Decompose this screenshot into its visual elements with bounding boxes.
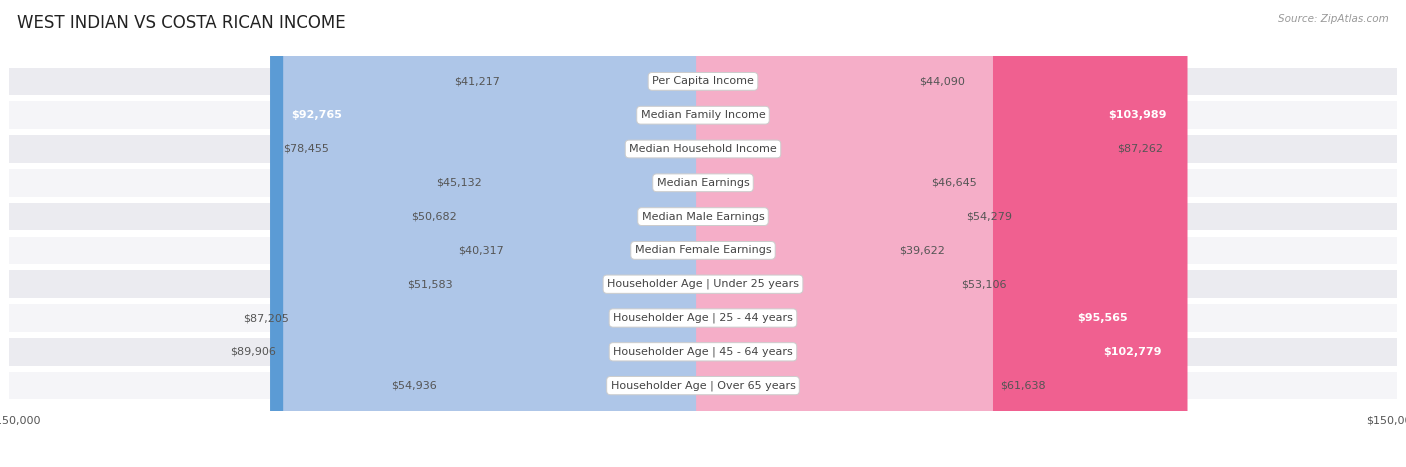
Text: $89,906: $89,906 bbox=[231, 347, 277, 357]
Text: $61,638: $61,638 bbox=[1000, 381, 1046, 390]
Text: Householder Age | Over 65 years: Householder Age | Over 65 years bbox=[610, 380, 796, 391]
FancyBboxPatch shape bbox=[506, 0, 710, 467]
Text: Median Earnings: Median Earnings bbox=[657, 178, 749, 188]
Bar bbox=[10, 203, 1396, 230]
FancyBboxPatch shape bbox=[295, 0, 710, 467]
Text: $45,132: $45,132 bbox=[436, 178, 482, 188]
FancyBboxPatch shape bbox=[696, 0, 924, 467]
FancyBboxPatch shape bbox=[696, 0, 891, 467]
FancyBboxPatch shape bbox=[696, 0, 993, 467]
Text: $54,279: $54,279 bbox=[966, 212, 1012, 222]
Text: $95,565: $95,565 bbox=[1077, 313, 1128, 323]
FancyBboxPatch shape bbox=[460, 0, 710, 467]
Text: $92,765: $92,765 bbox=[291, 110, 342, 120]
Bar bbox=[10, 169, 1396, 197]
Text: $103,989: $103,989 bbox=[1108, 110, 1167, 120]
Legend: West Indian, Costa Rican: West Indian, Costa Rican bbox=[609, 464, 797, 467]
Bar bbox=[10, 101, 1396, 129]
Text: $87,262: $87,262 bbox=[1118, 144, 1164, 154]
FancyBboxPatch shape bbox=[510, 0, 710, 467]
Text: Source: ZipAtlas.com: Source: ZipAtlas.com bbox=[1278, 14, 1389, 24]
Text: Median Male Earnings: Median Male Earnings bbox=[641, 212, 765, 222]
Text: $87,205: $87,205 bbox=[243, 313, 288, 323]
Text: $53,106: $53,106 bbox=[960, 279, 1007, 289]
Text: Median Family Income: Median Family Income bbox=[641, 110, 765, 120]
Text: $44,090: $44,090 bbox=[920, 77, 965, 86]
FancyBboxPatch shape bbox=[696, 0, 1149, 467]
Bar bbox=[10, 68, 1396, 95]
Text: Per Capita Income: Per Capita Income bbox=[652, 77, 754, 86]
Text: $50,682: $50,682 bbox=[411, 212, 457, 222]
Text: $39,622: $39,622 bbox=[898, 245, 945, 255]
Text: Householder Age | 45 - 64 years: Householder Age | 45 - 64 years bbox=[613, 347, 793, 357]
FancyBboxPatch shape bbox=[696, 0, 953, 467]
FancyBboxPatch shape bbox=[696, 0, 959, 467]
Text: Householder Age | 25 - 44 years: Householder Age | 25 - 44 years bbox=[613, 313, 793, 323]
FancyBboxPatch shape bbox=[489, 0, 710, 467]
Text: $40,317: $40,317 bbox=[458, 245, 503, 255]
Text: $54,936: $54,936 bbox=[391, 381, 437, 390]
Text: Median Household Income: Median Household Income bbox=[628, 144, 778, 154]
FancyBboxPatch shape bbox=[270, 0, 710, 467]
Bar bbox=[10, 304, 1396, 332]
Text: WEST INDIAN VS COSTA RICAN INCOME: WEST INDIAN VS COSTA RICAN INCOME bbox=[17, 14, 346, 32]
FancyBboxPatch shape bbox=[696, 0, 1111, 467]
FancyBboxPatch shape bbox=[696, 0, 1182, 467]
FancyBboxPatch shape bbox=[696, 0, 1188, 467]
Text: $51,583: $51,583 bbox=[406, 279, 453, 289]
Bar bbox=[10, 237, 1396, 264]
FancyBboxPatch shape bbox=[696, 0, 912, 467]
Bar bbox=[10, 338, 1396, 366]
Bar bbox=[10, 135, 1396, 163]
Bar bbox=[10, 372, 1396, 399]
Text: $41,217: $41,217 bbox=[454, 77, 501, 86]
Text: Householder Age | Under 25 years: Householder Age | Under 25 years bbox=[607, 279, 799, 290]
Text: $102,779: $102,779 bbox=[1102, 347, 1161, 357]
FancyBboxPatch shape bbox=[444, 0, 710, 467]
Text: $46,645: $46,645 bbox=[931, 178, 977, 188]
Bar bbox=[10, 270, 1396, 298]
FancyBboxPatch shape bbox=[283, 0, 710, 467]
Text: Median Female Earnings: Median Female Earnings bbox=[634, 245, 772, 255]
FancyBboxPatch shape bbox=[464, 0, 710, 467]
FancyBboxPatch shape bbox=[336, 0, 710, 467]
Text: $78,455: $78,455 bbox=[283, 144, 329, 154]
